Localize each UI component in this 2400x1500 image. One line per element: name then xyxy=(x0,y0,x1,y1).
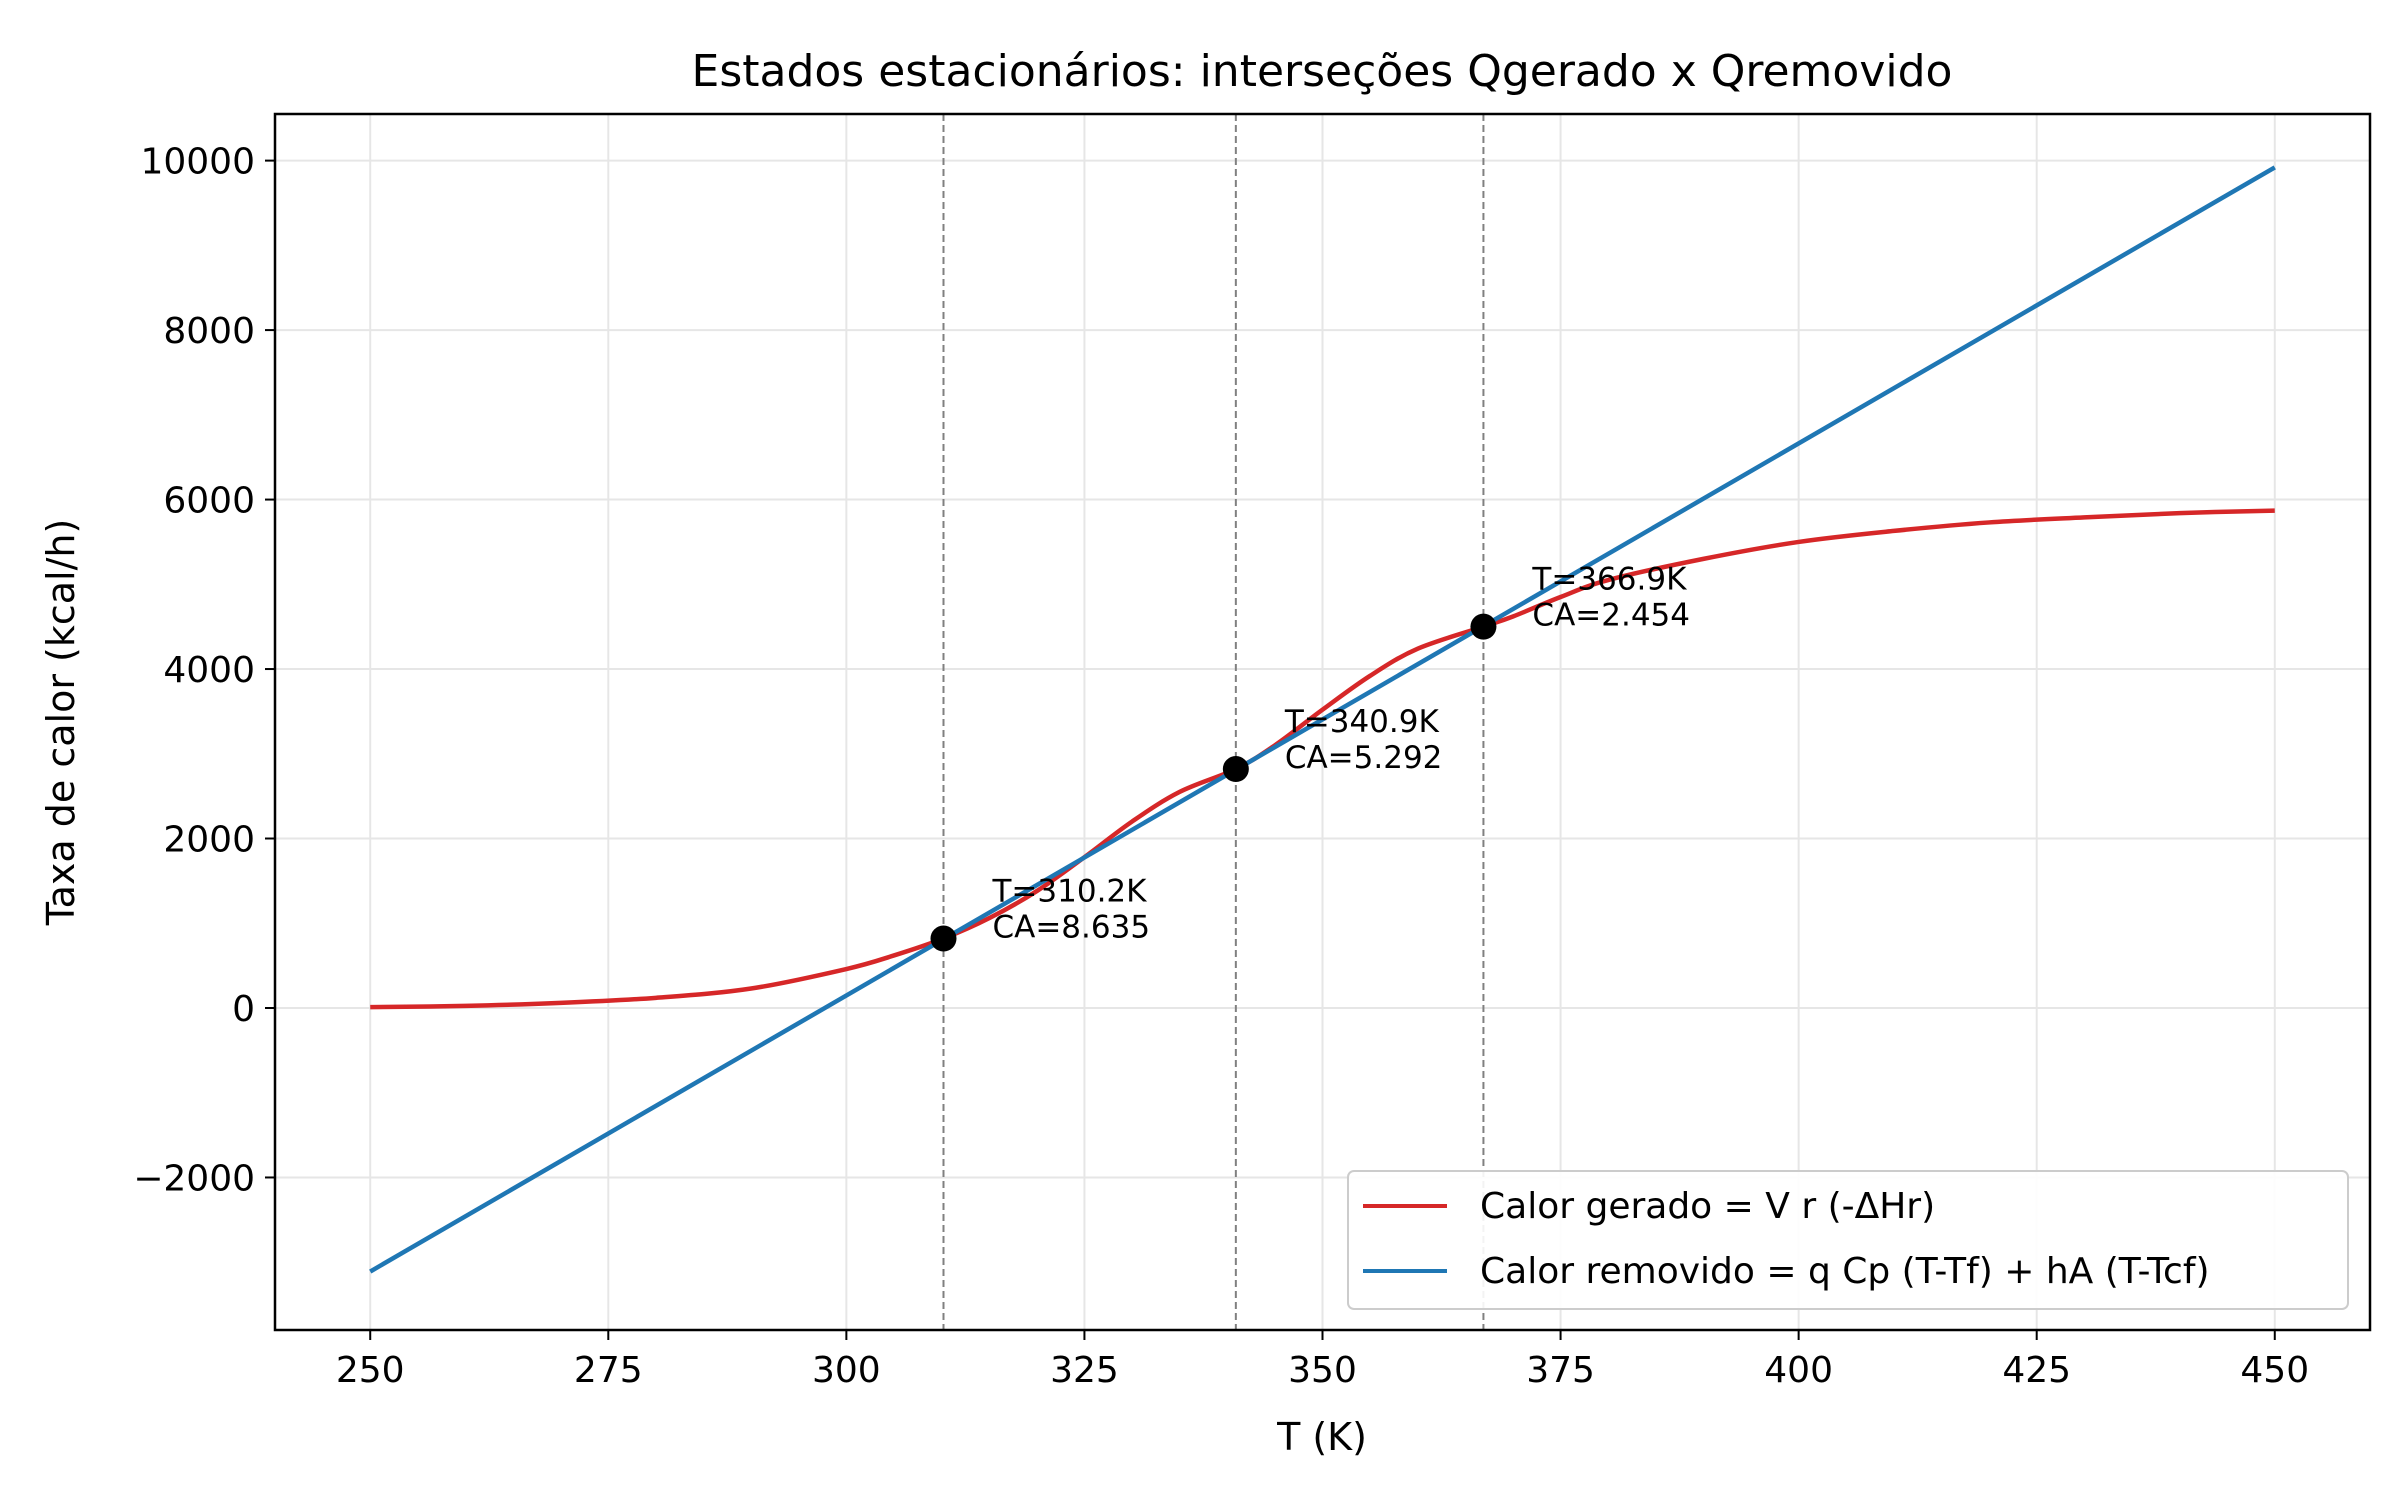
steady-state-temp-label: T=310.2K xyxy=(991,874,1147,910)
x-tick-label: 400 xyxy=(1764,1350,1833,1391)
steady-state-point xyxy=(930,925,957,952)
y-tick-label: 4000 xyxy=(163,650,255,691)
steady-state-temp-label: T=366.9K xyxy=(1531,562,1687,598)
steady-state-markers xyxy=(930,613,1497,952)
x-tick-label: 375 xyxy=(1526,1350,1595,1391)
x-axis-title: T (K) xyxy=(1276,1415,1367,1459)
series-line-calor-gerado xyxy=(370,508,2275,1010)
steady-state-vlines xyxy=(942,114,1485,1330)
x-tick-label: 275 xyxy=(574,1350,643,1391)
x-tick-label: 425 xyxy=(2002,1350,2071,1391)
steady-state-ca-label: CA=5.292 xyxy=(1285,740,1443,776)
y-tick-label: 0 xyxy=(232,989,255,1030)
y-tick-label: 8000 xyxy=(163,311,255,352)
steady-state-ca-label: CA=2.454 xyxy=(1532,598,1690,634)
series-line-calor-removido xyxy=(369,165,2276,1274)
chart-title: Estados estacionários: interseções Qgera… xyxy=(692,46,1953,97)
y-tick-label: −2000 xyxy=(133,1158,255,1199)
y-tick-label: 6000 xyxy=(163,481,255,522)
steady-state-temp-label: T=340.9K xyxy=(1284,704,1440,740)
series-lines xyxy=(369,165,2276,1274)
y-tick-label: 2000 xyxy=(163,820,255,861)
legend-label-calor-gerado: Calor gerado = V r (-ΔHr) xyxy=(1480,1186,1935,1227)
x-tick-label: 300 xyxy=(812,1350,881,1391)
y-axis-ticks: −2000 0 2000 4000 6000 8000 10000 xyxy=(133,142,275,1199)
y-tick-label: 10000 xyxy=(140,142,255,183)
steady-state-ca-label: CA=8.635 xyxy=(992,910,1150,946)
legend-label-calor-removido: Calor removido = q Cp (T-Tf) + hA (T-Tcf… xyxy=(1480,1251,2210,1292)
x-axis-ticks: 250 275 300 325 350 375 400 425 450 xyxy=(336,1330,2309,1391)
steady-state-point xyxy=(1470,613,1497,640)
legend-box xyxy=(1347,1170,2349,1310)
x-tick-label: 325 xyxy=(1050,1350,1119,1391)
steady-state-point xyxy=(1222,756,1249,783)
legend: Calor gerado = V r (-ΔHr) Calor removido… xyxy=(1347,1170,2349,1310)
x-tick-label: 250 xyxy=(336,1350,405,1391)
x-tick-label: 350 xyxy=(1288,1350,1357,1391)
y-axis-title: Taxa de calor (kcal/h) xyxy=(39,519,83,927)
x-tick-label: 450 xyxy=(2240,1350,2309,1391)
